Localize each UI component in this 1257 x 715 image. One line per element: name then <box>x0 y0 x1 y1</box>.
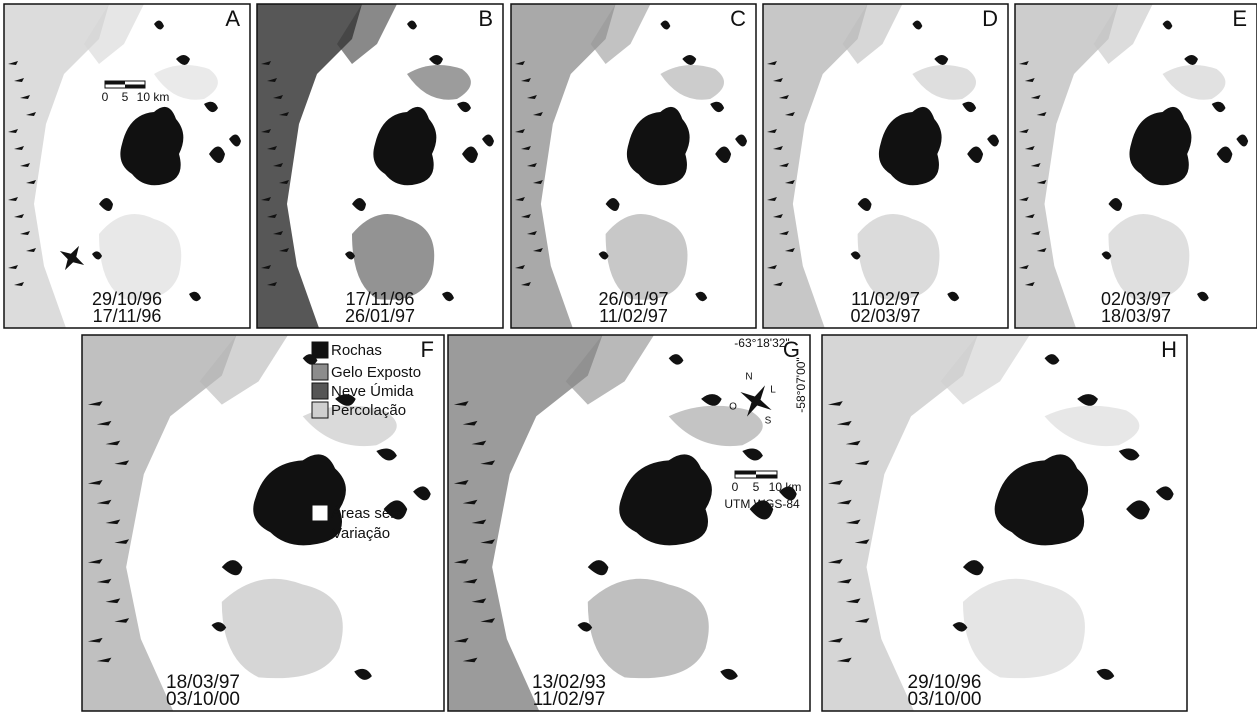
date-label: 03/10/00 <box>166 689 240 710</box>
ice-field <box>222 579 343 678</box>
legend-label: Gelo Exposto <box>331 364 421 381</box>
date-label: 11/02/97 <box>533 689 606 710</box>
scale-tick-label: 10 km <box>137 90 170 104</box>
legend-label: Rochas <box>331 342 382 359</box>
scale-tick-label: 5 <box>753 480 760 494</box>
compass-letter: L <box>770 385 776 396</box>
scale-bar-segment <box>735 471 756 475</box>
ice-field <box>352 214 434 300</box>
ice-field <box>588 579 709 678</box>
scale-bar-segment <box>756 475 777 479</box>
panel-letter: H <box>1161 337 1177 362</box>
ice-field <box>858 214 940 300</box>
scale-tick-label: 0 <box>732 480 739 494</box>
legend-swatch <box>312 402 328 418</box>
panel-letter: A <box>225 6 240 31</box>
ice-field <box>963 579 1085 678</box>
panel-letter: E <box>1232 6 1247 31</box>
compass-letter: O <box>729 402 737 413</box>
scale-bar-segment <box>105 81 125 85</box>
legend-swatch <box>312 342 328 358</box>
legend-label: Neve Úmida <box>331 383 414 400</box>
scale-tick-label: 5 <box>122 90 129 104</box>
longitude-label: -58°07'00" <box>794 357 808 412</box>
date-label: 17/11/96 <box>93 306 162 326</box>
scale-tick-label: 10 km <box>769 480 802 494</box>
legend-label: Áreas sem <box>331 505 403 522</box>
figure: A29/10/9617/11/96B17/11/9626/01/97C26/01… <box>0 0 1257 715</box>
ice-field <box>1108 214 1189 300</box>
date-label: 11/02/97 <box>599 306 668 326</box>
compass-letter: N <box>745 372 752 383</box>
map-panel: D11/02/9702/03/97 <box>763 4 1008 328</box>
panel-letter: B <box>478 6 493 31</box>
legend-swatch <box>312 383 328 399</box>
date-label: 26/01/97 <box>345 306 415 326</box>
date-label: 02/03/97 <box>850 306 920 326</box>
legend-label: Percolação <box>331 402 406 419</box>
map-panel: G13/02/9311/02/97 <box>448 335 810 711</box>
date-label: 18/03/97 <box>1101 306 1171 326</box>
legend-label: Variação <box>332 525 390 542</box>
panel-letter: C <box>730 6 746 31</box>
datum-label: UTM WGS-84 <box>724 497 800 511</box>
panel-letter: D <box>982 6 998 31</box>
scale-tick-label: 0 <box>102 90 109 104</box>
legend-swatch <box>312 364 328 380</box>
latitude-label: -63°18'32" <box>734 336 789 350</box>
map-panel: E02/03/9718/03/97 <box>1015 4 1257 328</box>
legend-swatch <box>312 505 328 521</box>
compass-letter: S <box>765 416 772 427</box>
panel-letter: F <box>421 337 434 362</box>
scale-bar-segment <box>125 85 145 89</box>
ice-field <box>99 214 181 300</box>
date-label: 03/10/00 <box>908 689 982 710</box>
ice-field <box>606 214 688 300</box>
